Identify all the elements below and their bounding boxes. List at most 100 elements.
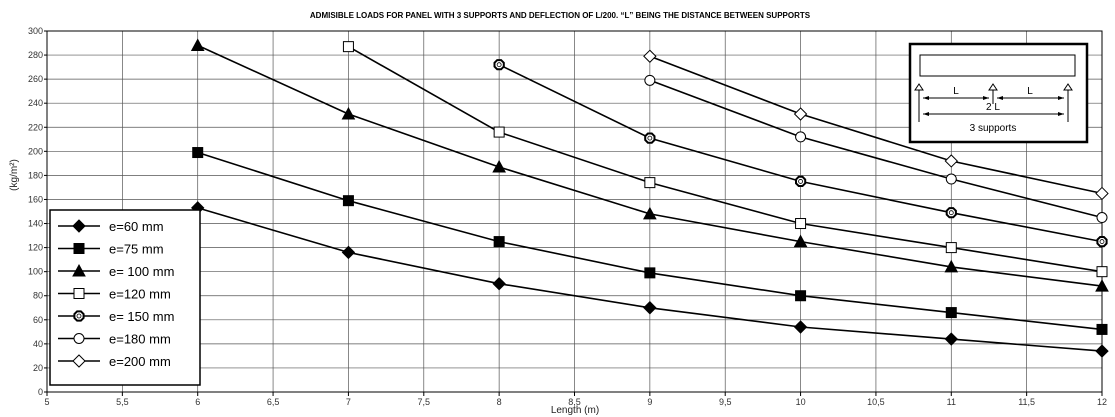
data-point: [643, 206, 657, 220]
data-point: [644, 267, 656, 279]
legend-label: e=75 mm: [109, 242, 164, 257]
data-point-inner: [496, 62, 502, 68]
supports-label: 3 supports: [970, 123, 1017, 134]
legend-label: e=200 mm: [109, 354, 171, 369]
legend-label: e= 100 mm: [109, 264, 174, 279]
data-point: [944, 332, 958, 346]
arrow-icon: [923, 112, 929, 116]
data-point: [643, 49, 657, 63]
legend-marker: [73, 243, 85, 254]
legend-item: e=60 mm: [58, 219, 164, 234]
data-point: [644, 74, 656, 86]
data-point: [1096, 323, 1108, 335]
y-tick-label: 0: [38, 387, 43, 397]
y-tick-label: 240: [28, 98, 43, 108]
y-axis-label: (kg/m²): [9, 159, 20, 191]
legend-item: e=180 mm: [58, 332, 171, 347]
span-left-label: L: [953, 86, 959, 97]
data-point-inner: [1099, 239, 1105, 244]
y-tick-label: 140: [28, 219, 43, 229]
legend-marker: [72, 263, 86, 277]
series-line: [348, 45, 1103, 273]
span-right-label: L: [1027, 86, 1033, 97]
x-tick-label: 12: [1097, 397, 1107, 407]
legend-item: e=75 mm: [58, 242, 164, 257]
series-5: [493, 59, 1108, 248]
legend: e=60 mm e=75 mm e= 100 mm e=120 mm e= 150 mm…: [49, 209, 201, 386]
legend-marker: [72, 219, 86, 233]
data-point: [192, 147, 204, 159]
data-point: [643, 301, 657, 315]
y-tick-label: 100: [28, 267, 43, 277]
data-point: [944, 259, 959, 273]
y-tick-label: 260: [28, 74, 43, 84]
x-tick-label: 9: [647, 397, 652, 407]
data-point-inner: [798, 179, 803, 184]
data-point: [342, 41, 354, 53]
legend-item: e= 100 mm: [58, 263, 174, 279]
data-point: [644, 177, 656, 189]
data-point: [795, 218, 807, 230]
series-2: [192, 147, 1108, 335]
y-tick-label: 60: [33, 315, 43, 325]
legend-marker-inner: [76, 313, 82, 319]
x-tick-label: 8,5: [568, 397, 581, 407]
arrow-icon: [1058, 96, 1064, 100]
data-point: [493, 126, 505, 138]
data-point: [492, 159, 506, 173]
support-diagram: L L 2 L 3 supports: [908, 42, 1089, 144]
data-point: [341, 106, 356, 120]
data-point: [1096, 212, 1108, 224]
x-tick-labels: 5 5,5 6 6,5 7 7,5 8 8,5 9 9,5 10 10,5 11 11,5 12: [44, 397, 1107, 407]
series-3: [190, 38, 1109, 292]
x-axis-label: Length (m): [551, 405, 599, 416]
chart-title: ADMISIBLE LOADS FOR PANEL WITH 3 SUPPORT…: [310, 11, 811, 20]
total-span-label: 2 L: [986, 102, 1000, 113]
legend-marker: [73, 333, 85, 344]
plot-frame: [46, 30, 1103, 393]
data-point: [341, 245, 356, 260]
legend-marker: [72, 354, 86, 368]
arrow-icon: [1058, 112, 1064, 116]
data-point: [190, 38, 205, 51]
data-point: [793, 320, 808, 334]
data-point: [1095, 344, 1109, 358]
x-tick-label: 10,5: [867, 397, 885, 407]
y-tick-label: 20: [33, 363, 43, 373]
x-tick-label: 10: [796, 397, 806, 407]
data-point: [945, 242, 957, 254]
data-point: [1095, 279, 1109, 292]
x-tick-label: 8: [497, 397, 502, 407]
y-tick-label: 280: [28, 50, 43, 60]
y-tick-label: 40: [33, 339, 43, 349]
series-line: [649, 55, 1103, 195]
y-tick-label: 200: [28, 146, 43, 156]
series-7: [643, 49, 1109, 201]
x-tick-label: 5: [44, 397, 49, 407]
series-1: [191, 201, 1109, 358]
arrow-icon: [997, 96, 1003, 100]
x-tick-label: 5,5: [116, 397, 129, 407]
data-point: [944, 154, 958, 168]
legend-label: e=180 mm: [109, 332, 171, 347]
data-point: [1096, 266, 1108, 278]
panel-rect: [919, 54, 1076, 77]
data-point: [493, 236, 505, 248]
arrow-icon: [983, 96, 989, 100]
x-tick-label: 9,5: [719, 397, 732, 407]
series-layer: [190, 38, 1109, 358]
data-point: [793, 107, 808, 121]
y-tick-label: 120: [28, 243, 43, 253]
x-tick-label: 11,5: [1018, 397, 1035, 407]
y-tick-label: 300: [28, 26, 43, 36]
arrow-icon: [923, 96, 929, 100]
y-tick-labels: 0 20 40 60 80 100 120 140 160 180 200 220 240 260 280 3…: [28, 26, 43, 397]
legend-item: e= 150 mm: [58, 309, 174, 324]
x-tick-label: 11: [947, 397, 956, 407]
data-point: [945, 173, 957, 185]
data-point: [492, 276, 506, 291]
y-tick-label: 160: [28, 194, 43, 204]
data-point-inner: [948, 210, 954, 216]
data-point-inner: [647, 135, 653, 141]
